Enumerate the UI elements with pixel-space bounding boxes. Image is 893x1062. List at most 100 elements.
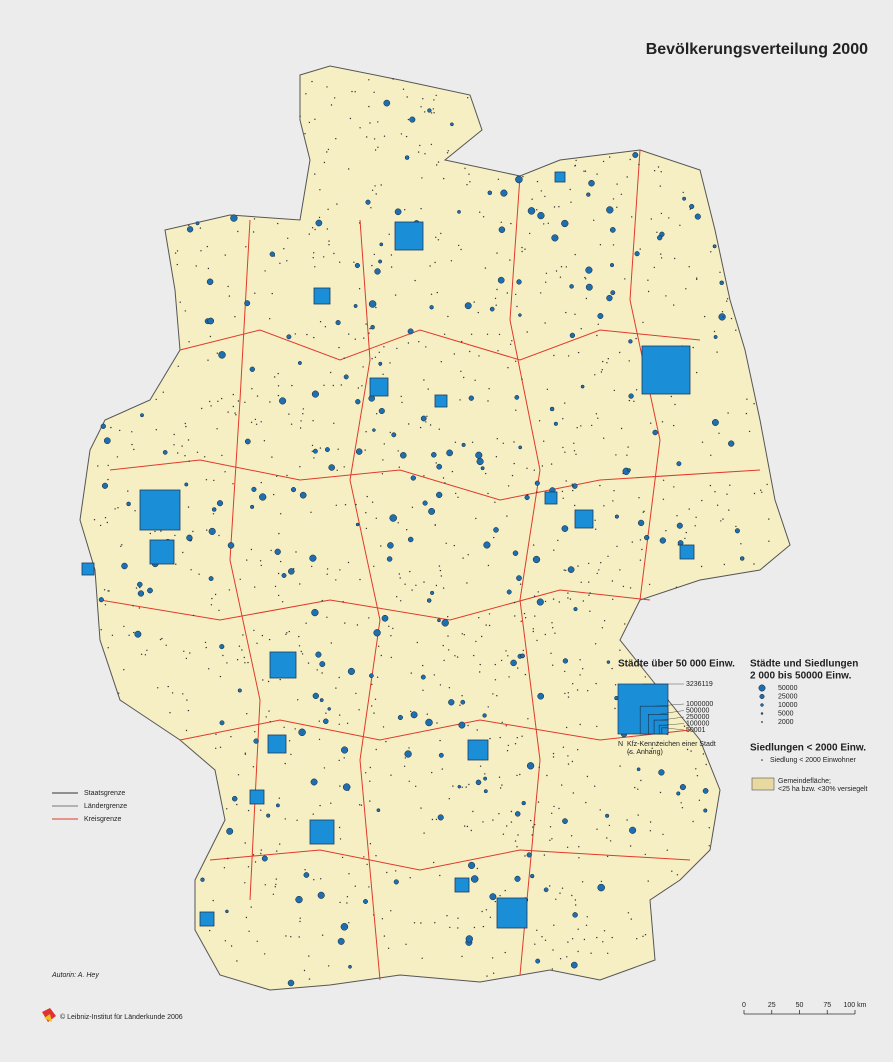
- legend-value: 3236119: [686, 681, 713, 688]
- settlement: [613, 490, 615, 492]
- settlement: [417, 151, 420, 153]
- legend-note: (s. Anhang): [627, 749, 663, 756]
- settlement: [456, 656, 459, 658]
- settlement: [242, 634, 244, 636]
- settlement: [475, 779, 482, 786]
- settlement: [565, 569, 567, 572]
- settlement: [377, 146, 379, 148]
- settlement: [408, 780, 410, 782]
- settlement: [137, 590, 145, 597]
- settlement: [713, 335, 718, 339]
- settlement: [692, 820, 694, 823]
- settlement: [227, 857, 229, 860]
- settlement: [639, 559, 642, 561]
- legend-heading: 2 000 bis 50000 Einw.: [750, 671, 852, 682]
- settlement: [590, 952, 592, 954]
- settlement: [719, 280, 724, 286]
- settlement: [448, 699, 455, 706]
- settlement: [487, 190, 493, 196]
- settlement: [552, 598, 555, 600]
- settlement: [720, 520, 722, 522]
- settlement: [441, 768, 443, 770]
- copyright: © Leibniz-Institut für Länderkunde 2006: [60, 1013, 183, 1021]
- settlement: [313, 457, 315, 459]
- settlement: [488, 388, 490, 390]
- settlement: [469, 350, 471, 353]
- settlement: [726, 298, 729, 300]
- settlement: [139, 586, 141, 589]
- settlement: [576, 427, 578, 429]
- settlement: [599, 484, 601, 487]
- settlement: [572, 912, 578, 918]
- settlement: [104, 517, 107, 519]
- settlement: [516, 279, 522, 285]
- settlement: [567, 355, 570, 357]
- settlement: [317, 891, 325, 899]
- settlement: [244, 401, 246, 403]
- settlement: [628, 393, 634, 399]
- settlement: [429, 265, 431, 267]
- settlement: [321, 599, 323, 602]
- settlement: [510, 821, 513, 823]
- settlement: [616, 545, 618, 548]
- settlement: [405, 943, 407, 945]
- settlement: [718, 313, 726, 321]
- settlement: [463, 634, 465, 636]
- settlement: [683, 725, 686, 727]
- settlement: [546, 774, 548, 777]
- settlement: [607, 358, 609, 360]
- settlement: [339, 901, 341, 904]
- settlement: [206, 529, 208, 531]
- settlement: [583, 938, 586, 941]
- settlement: [225, 909, 229, 914]
- settlement: [424, 111, 426, 113]
- settlement: [348, 964, 352, 969]
- settlement: [544, 939, 547, 941]
- settlement: [588, 562, 590, 565]
- settlement: [340, 923, 349, 931]
- settlement: [629, 826, 637, 834]
- settlement: [627, 468, 631, 472]
- settlement: [373, 91, 375, 94]
- settlement: [401, 401, 403, 404]
- settlement: [530, 819, 532, 822]
- settlement: [628, 399, 631, 402]
- settlement: [521, 250, 523, 253]
- settlement: [338, 676, 340, 679]
- settlement: [200, 877, 205, 882]
- settlement: [537, 211, 545, 220]
- settlement: [314, 173, 316, 175]
- settlement: [291, 384, 293, 387]
- settlement: [378, 407, 385, 415]
- settlement: [468, 861, 476, 869]
- settlement: [463, 376, 465, 379]
- settlement: [372, 428, 376, 432]
- settlement: [227, 542, 235, 549]
- settlement: [620, 193, 623, 195]
- settlement: [647, 880, 649, 882]
- settlement: [689, 208, 691, 210]
- settlement: [410, 672, 412, 674]
- settlement: [93, 519, 96, 521]
- settlement: [441, 619, 449, 627]
- settlement: [676, 874, 679, 876]
- settlement: [283, 248, 285, 250]
- settlement: [299, 491, 307, 499]
- settlement: [561, 219, 569, 228]
- settlement: [544, 322, 546, 324]
- settlement: [478, 617, 480, 619]
- settlement: [689, 203, 695, 210]
- legend-heading: Städte und Siedlungen: [750, 659, 858, 670]
- settlement: [285, 935, 287, 937]
- settlement: [430, 293, 433, 295]
- settlement: [369, 122, 371, 124]
- settlement: [679, 224, 681, 226]
- settlement: [708, 827, 710, 829]
- settlement: [607, 555, 609, 557]
- settlement: [442, 644, 444, 647]
- settlement: [524, 248, 526, 250]
- settlement: [515, 360, 517, 362]
- settlement: [206, 278, 214, 286]
- settlement: [620, 427, 623, 430]
- settlement: [485, 909, 488, 911]
